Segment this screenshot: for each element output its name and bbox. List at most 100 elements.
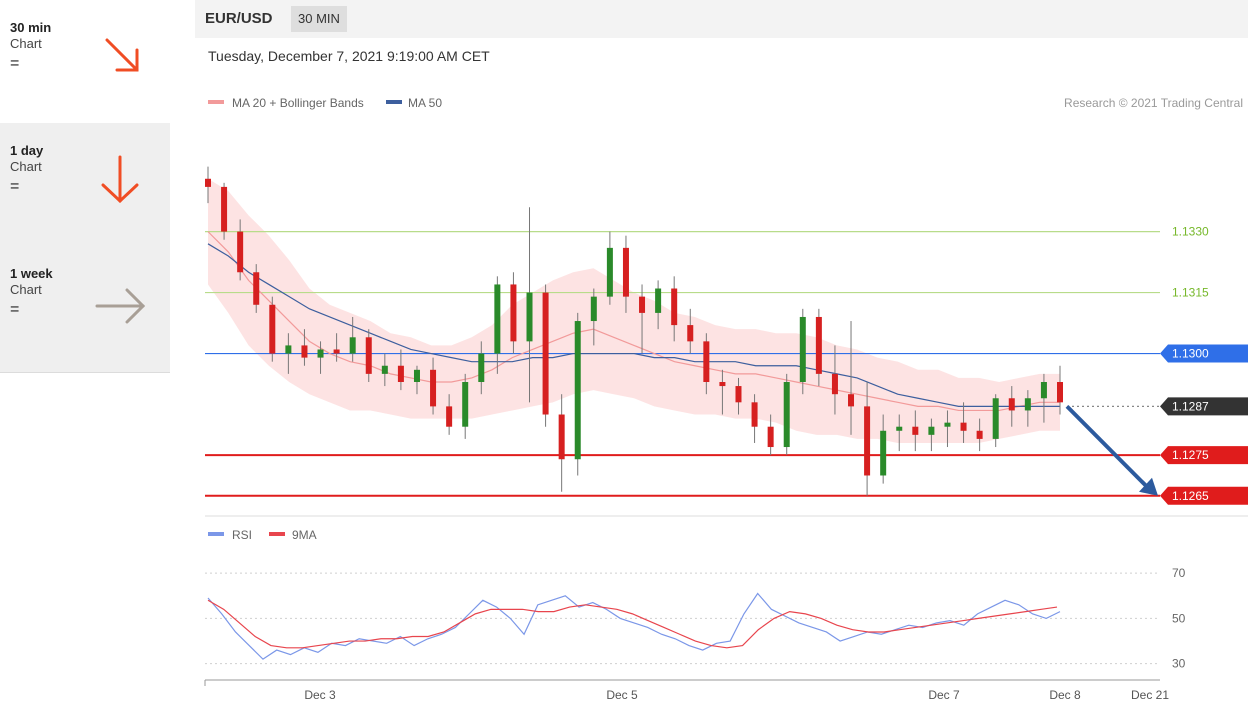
- x-tick-label: Dec 3: [304, 688, 336, 702]
- candle-body: [1008, 398, 1015, 411]
- rsi-legend-label: RSI: [232, 528, 252, 542]
- timeframe-1week[interactable]: 1 week Chart =: [0, 246, 170, 373]
- candle-body: [253, 272, 260, 305]
- candle-body: [783, 382, 790, 448]
- price-tag-label: 1.1287: [1172, 399, 1209, 413]
- ma20-line: [207, 231, 1060, 412]
- forecast-arrowhead: [1139, 477, 1158, 496]
- candle-body: [1057, 382, 1063, 403]
- candle-body: [349, 337, 356, 354]
- x-axis: Dec 3 Dec 5 Dec 7 Dec 8 Dec 21: [204, 679, 1169, 702]
- candle-body: [1040, 382, 1047, 399]
- candle-body: [622, 247, 629, 297]
- candle-body: [269, 304, 276, 354]
- bollinger-band-area: [208, 178, 1060, 443]
- candle-body: [221, 186, 228, 232]
- candle-body: [896, 426, 903, 431]
- price-tag: [1160, 446, 1248, 465]
- candle-body: [397, 365, 404, 382]
- price-chart: 1.1330 1.1315 1.1300 1.1287 1.1275 1.1265 MA …: [204, 96, 1248, 702]
- target-price-label: 1.1330: [1172, 225, 1209, 239]
- arrow-down-right-icon: [105, 38, 139, 72]
- candle-body: [912, 426, 919, 435]
- price-tag: [1160, 344, 1248, 363]
- timeframe-30min[interactable]: 30 min Chart =: [0, 0, 170, 124]
- target-price-label: 1.1315: [1172, 286, 1209, 300]
- legend: MA 20 + Bollinger Bands MA 50 Research ©…: [208, 96, 1243, 110]
- timeframe-symbol: =: [10, 178, 20, 195]
- bollinger-legend-swatch: [208, 100, 224, 104]
- price-levels: [205, 231, 1160, 497]
- candle-body: [655, 288, 662, 313]
- candle-body: [687, 325, 694, 342]
- candle-body: [606, 247, 613, 297]
- timeframe-kind: Chart: [10, 159, 42, 174]
- chart-datetime: Tuesday, December 7, 2021 9:19:00 AM CET: [208, 48, 490, 64]
- rsi-line: [207, 592, 1061, 660]
- arrow-right-icon: [95, 288, 146, 324]
- candle-body: [992, 398, 999, 439]
- moving-averages: [207, 231, 1060, 412]
- candle-body: [864, 406, 871, 476]
- candle-body: [510, 284, 517, 342]
- candle-body: [815, 316, 822, 374]
- candle-body: [799, 316, 806, 382]
- chart-panel: EUR/USD 30 MIN Tuesday, December 7, 2021…: [195, 0, 1248, 711]
- price-tag-label: 1.1265: [1172, 489, 1209, 503]
- candle-body: [719, 382, 726, 387]
- candle-body: [205, 178, 211, 187]
- rsi-tick-label: 70: [1172, 566, 1186, 580]
- candle-body: [767, 426, 774, 448]
- candle-body: [365, 337, 372, 374]
- candle-body: [301, 345, 308, 358]
- candle-body: [639, 296, 646, 313]
- candle-body: [413, 369, 420, 382]
- chart-header: EUR/USD 30 MIN: [195, 0, 1248, 38]
- timeframe-symbol: =: [10, 55, 20, 72]
- candle-body: [848, 394, 855, 407]
- candle-body: [462, 382, 469, 427]
- x-tick-label: Dec 21: [1131, 688, 1169, 702]
- research-credit: Research © 2021 Trading Central: [1064, 96, 1243, 110]
- candle-body: [237, 231, 244, 273]
- candle-body: [494, 284, 501, 354]
- rsi-legend: RSI 9MA: [208, 528, 317, 542]
- bollinger-band: [208, 178, 1060, 443]
- candle-body: [478, 353, 485, 382]
- x-tick-label: Dec 8: [1049, 688, 1081, 702]
- candle-body: [831, 373, 838, 395]
- ma50-legend-label: MA 50: [408, 96, 442, 110]
- candle-body: [928, 426, 935, 435]
- ma50-line: [207, 243, 1060, 407]
- candle-body: [880, 430, 887, 476]
- price-tag: [1160, 397, 1248, 416]
- price-tag-label: 1.1300: [1172, 347, 1209, 361]
- rsi-panel: 70 50 30: [205, 566, 1186, 671]
- timeframe-badge[interactable]: 30 MIN: [291, 6, 347, 32]
- timeframe-period: 30 min: [10, 20, 52, 35]
- candle-body: [944, 422, 951, 427]
- bollinger-legend-label: MA 20 + Bollinger Bands: [232, 96, 364, 110]
- candle-body: [735, 386, 742, 403]
- rsi-tick-label: 30: [1172, 657, 1186, 671]
- timeframe-kind: Chart: [10, 36, 42, 51]
- rsi-ma-legend-label: 9MA: [292, 528, 317, 542]
- timeframe-symbol: =: [10, 301, 20, 318]
- candle-body: [1024, 398, 1031, 411]
- timeframe-1day[interactable]: 1 day Chart =: [0, 123, 170, 247]
- candle-body: [751, 402, 758, 427]
- timeframe-sidebar: 30 min Chart = 1 day Chart = 1 week Char…: [0, 0, 170, 373]
- candle-body: [703, 341, 710, 382]
- timeframe-period: 1 day: [10, 143, 44, 158]
- candle-body: [381, 365, 388, 374]
- price-tag-label: 1.1275: [1172, 448, 1209, 462]
- candle-body: [590, 296, 597, 322]
- candle-body: [960, 422, 967, 431]
- rsi-tick-label: 50: [1172, 611, 1186, 625]
- candle-body: [317, 349, 324, 358]
- candle-body: [430, 369, 437, 407]
- price-labels: 1.1330 1.1315 1.1300 1.1287 1.1275 1.1265: [1065, 225, 1248, 505]
- candle-body: [526, 292, 533, 342]
- arrow-down-icon: [101, 155, 139, 204]
- candle-body: [558, 414, 565, 460]
